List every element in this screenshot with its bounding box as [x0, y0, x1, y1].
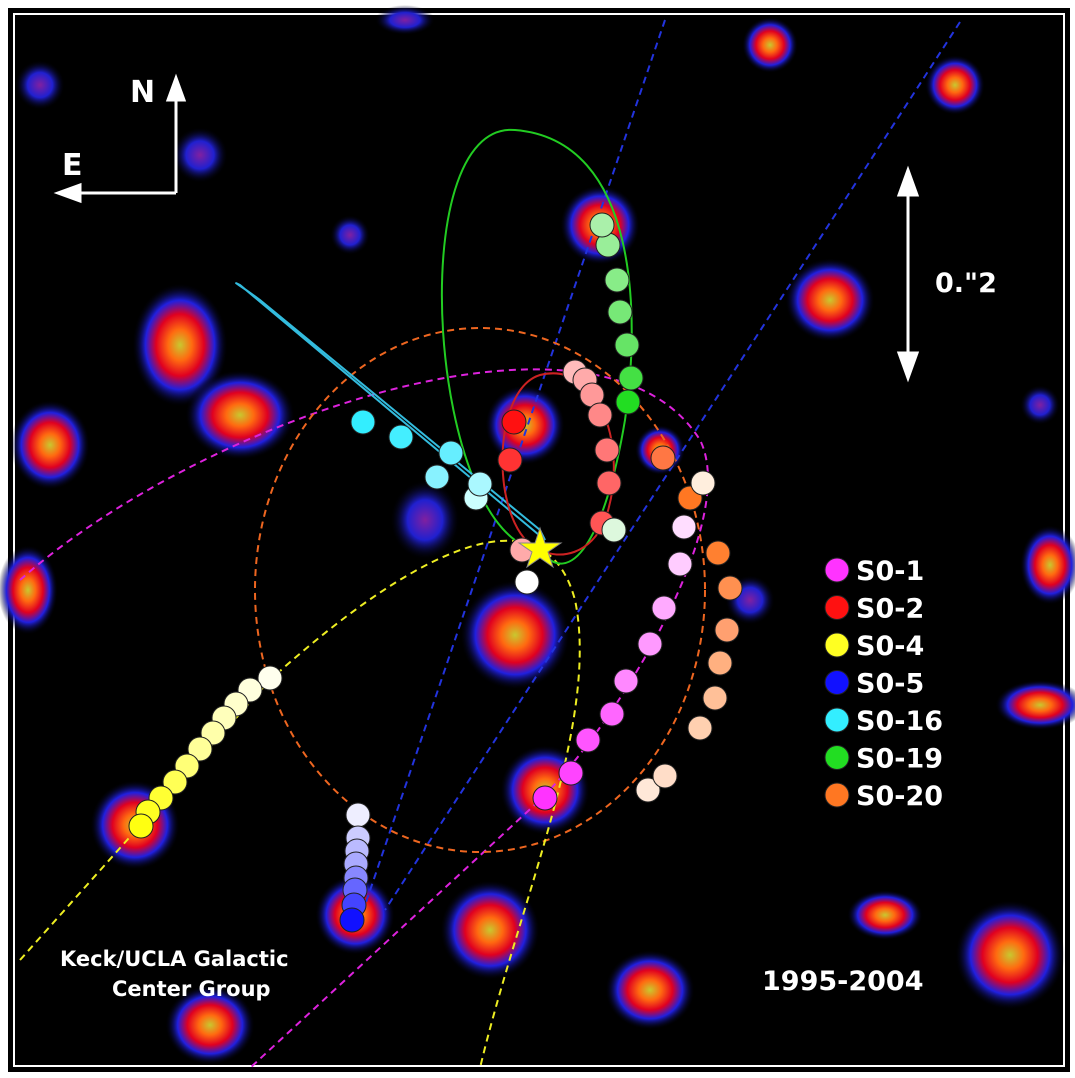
- star-position: [346, 803, 370, 827]
- legend-swatch: [825, 671, 849, 695]
- credit-line-1: Keck/UCLA Galactic: [60, 947, 289, 971]
- legend-swatch: [825, 708, 849, 732]
- star-blob: [185, 370, 295, 460]
- credit-line-2: Center Group: [112, 977, 271, 1001]
- star-position: [718, 576, 742, 600]
- star-blob: [785, 258, 875, 342]
- star-position: [439, 441, 463, 465]
- faint-blob: [375, 5, 435, 35]
- star-position: [715, 618, 739, 642]
- star-position: [600, 702, 624, 726]
- legend-label: S0-16: [856, 706, 943, 737]
- star-position: [615, 333, 639, 357]
- star-position: [653, 764, 677, 788]
- star-position: [515, 570, 539, 594]
- star-position: [533, 786, 557, 810]
- star-blob: [605, 950, 695, 1030]
- star-position: [708, 651, 732, 675]
- star-position: [590, 213, 614, 237]
- star-position: [688, 716, 712, 740]
- star-position: [597, 471, 621, 495]
- star-position: [576, 728, 600, 752]
- legend-label: S0-5: [856, 669, 924, 700]
- star-position: [389, 425, 413, 449]
- star-position: [652, 596, 676, 620]
- star-position: [498, 448, 522, 472]
- star-position: [425, 465, 449, 489]
- faint-blob: [15, 60, 65, 110]
- north-label: N: [130, 75, 155, 110]
- star-position: [602, 518, 626, 542]
- star-position: [351, 410, 375, 434]
- star-position: [668, 552, 692, 576]
- legend-label: S0-4: [856, 631, 924, 662]
- star-blob: [955, 900, 1065, 1010]
- star-blob: [742, 17, 798, 73]
- legend-label: S0-20: [856, 781, 943, 812]
- scale-label: 0."2: [935, 268, 997, 299]
- star-position: [559, 761, 583, 785]
- star-blob: [10, 400, 90, 490]
- star-position: [614, 669, 638, 693]
- star-position: [605, 268, 629, 292]
- star-blob: [0, 545, 58, 635]
- legend-swatch: [825, 746, 849, 770]
- faint-blob: [172, 127, 228, 183]
- star-position: [703, 686, 727, 710]
- legend-label: S0-19: [856, 744, 943, 775]
- faint-blob: [390, 480, 460, 560]
- legend-swatch: [825, 783, 849, 807]
- page: {"compass": {"north": "N", "east": "E"},…: [0, 0, 1075, 1078]
- legend-swatch: [825, 596, 849, 620]
- faint-blob: [1020, 385, 1060, 425]
- star-blob: [440, 880, 540, 980]
- star-position: [619, 366, 643, 390]
- star-position: [129, 814, 153, 838]
- date-range: 1995-2004: [762, 966, 924, 997]
- figure: N E 0."2 S0-1 S0-2 S0-4 S0-5 S0-16 S0-19 S0-20…: [0, 0, 1075, 1078]
- star-position: [638, 632, 662, 656]
- star-position: [588, 403, 612, 427]
- star-blob: [925, 55, 985, 115]
- star-position: [502, 410, 526, 434]
- legend-swatch: [825, 558, 849, 582]
- faint-blob: [330, 215, 370, 255]
- star-position: [706, 541, 730, 565]
- legend-label: S0-2: [856, 594, 924, 625]
- star-position: [672, 515, 696, 539]
- star-position: [691, 471, 715, 495]
- star-position: [608, 300, 632, 324]
- star-position: [340, 908, 364, 932]
- star-blob: [847, 890, 923, 940]
- east-label: E: [62, 148, 83, 183]
- star-position: [616, 390, 640, 414]
- legend-label: S0-1: [856, 556, 924, 587]
- star-position: [468, 472, 492, 496]
- star-position: [651, 446, 675, 470]
- legend-swatch: [825, 633, 849, 657]
- star-blob: [460, 580, 570, 690]
- star-position: [595, 438, 619, 462]
